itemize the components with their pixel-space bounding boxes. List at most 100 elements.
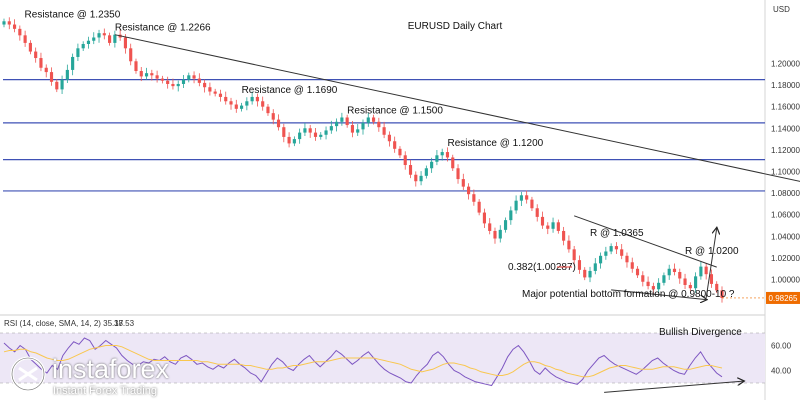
candle: [651, 282, 655, 295]
candle: [641, 271, 645, 287]
candle: [171, 78, 175, 90]
candle: [503, 217, 508, 233]
candle: [377, 117, 381, 132]
candle: [18, 25, 22, 41]
candle: [12, 19, 17, 33]
candle: [187, 72, 191, 83]
candle: [292, 136, 296, 147]
candle: [60, 75, 64, 95]
rsi-band: [0, 332, 765, 384]
candle: [28, 40, 32, 55]
candle: [498, 225, 502, 243]
price-tick-label: 1.12000: [771, 146, 800, 155]
price-tick-label: 1.14000: [771, 124, 800, 133]
candle: [614, 242, 618, 254]
candle: [393, 136, 397, 153]
candle: [472, 189, 476, 206]
candle: [583, 267, 587, 281]
candle: [509, 206, 513, 225]
price-tick-label: 1.06000: [771, 211, 800, 220]
candle: [23, 30, 27, 47]
candle: [108, 32, 112, 46]
candle: [81, 41, 85, 52]
candle: [86, 36, 91, 49]
candle: [514, 195, 518, 214]
brand-logo: instaforex Instant Forex Trading: [6, 354, 206, 398]
resistance-labels: Resistance @ 1.2350 Resistance @ 1.2266 Re…: [25, 9, 739, 257]
candle: [129, 43, 133, 66]
candle: [482, 208, 486, 229]
candle: [97, 29, 101, 43]
candle: [166, 76, 170, 89]
resistance-label: Resistance @ 1.2266: [115, 23, 211, 34]
candle: [403, 151, 407, 170]
candle: [604, 246, 608, 260]
candle: [699, 261, 703, 280]
price-tick-label: 1.16000: [771, 103, 800, 112]
candle: [715, 281, 719, 294]
candle: [620, 244, 624, 260]
brand-tagline: Instant Forex Trading: [53, 385, 157, 397]
candle: [134, 58, 138, 74]
candle: [7, 17, 11, 30]
candle: [593, 258, 597, 275]
candle: [350, 121, 355, 138]
candle: [213, 88, 217, 97]
candle: [49, 67, 54, 86]
candle: [34, 47, 38, 63]
divergence-label: Bullish Divergence: [659, 327, 742, 338]
candle: [245, 97, 249, 111]
candle: [546, 222, 550, 235]
price-tick-label: 1.08000: [771, 189, 800, 198]
candle: [197, 73, 201, 87]
candle: [461, 173, 465, 190]
resistance-label: Resistance @ 1.1690: [242, 85, 338, 96]
candle: [102, 28, 106, 40]
candle: [630, 257, 634, 273]
candle: [562, 226, 566, 246]
candle: [408, 159, 413, 179]
candle: [356, 124, 360, 136]
wedge-upper-line: [574, 215, 717, 268]
candle: [150, 69, 154, 81]
candle: [688, 282, 692, 291]
candle: [398, 146, 402, 158]
candle: [387, 131, 391, 147]
resistance-label: Resistance @ 1.1500: [347, 105, 443, 116]
candle: [662, 272, 666, 286]
candle: [577, 255, 582, 274]
rsi-tick-label: 40.00: [771, 367, 792, 376]
fib-label: 0.382(1.00287): [508, 262, 576, 273]
bottom-formation-note: Major potential bottom formation @ 0.980…: [522, 289, 735, 300]
candle: [588, 266, 592, 283]
rsi-legend: RSI (14, close, SMA, 14, 2) 35.17: [4, 319, 124, 328]
candle: [203, 79, 207, 93]
descending-trendline: [114, 34, 800, 182]
rsi-lines: [3, 337, 743, 393]
rsi-band-fill: [0, 333, 765, 383]
candle: [414, 171, 418, 187]
resistance-label: Resistance @ 1.2350: [25, 9, 121, 20]
rsi-axis-ticks: 60.00 40.00: [771, 342, 792, 376]
rsi-tick-label: 60.00: [771, 342, 792, 351]
candle: [276, 114, 281, 131]
candle: [424, 165, 428, 179]
candle: [720, 286, 724, 303]
candle: [657, 278, 661, 294]
candle: [709, 269, 714, 288]
candle: [266, 103, 270, 116]
candle: [308, 124, 312, 138]
candle: [39, 52, 43, 72]
rsi-line: [3, 337, 723, 387]
price-tick-label: 1.02000: [771, 254, 800, 263]
candle: [71, 53, 75, 76]
price-tick-label: 1.04000: [771, 232, 800, 241]
price-axis-ticks: 1.20000 1.18000 1.16000 1.14000 1.12000 1.100…: [771, 59, 800, 284]
candle: [329, 120, 333, 134]
projection-arrow: [705, 228, 717, 299]
candle: [92, 32, 96, 45]
candle: [287, 132, 291, 148]
candle: [44, 64, 48, 78]
last-price-tag: 0.98265: [766, 291, 800, 304]
candle: [625, 252, 629, 268]
